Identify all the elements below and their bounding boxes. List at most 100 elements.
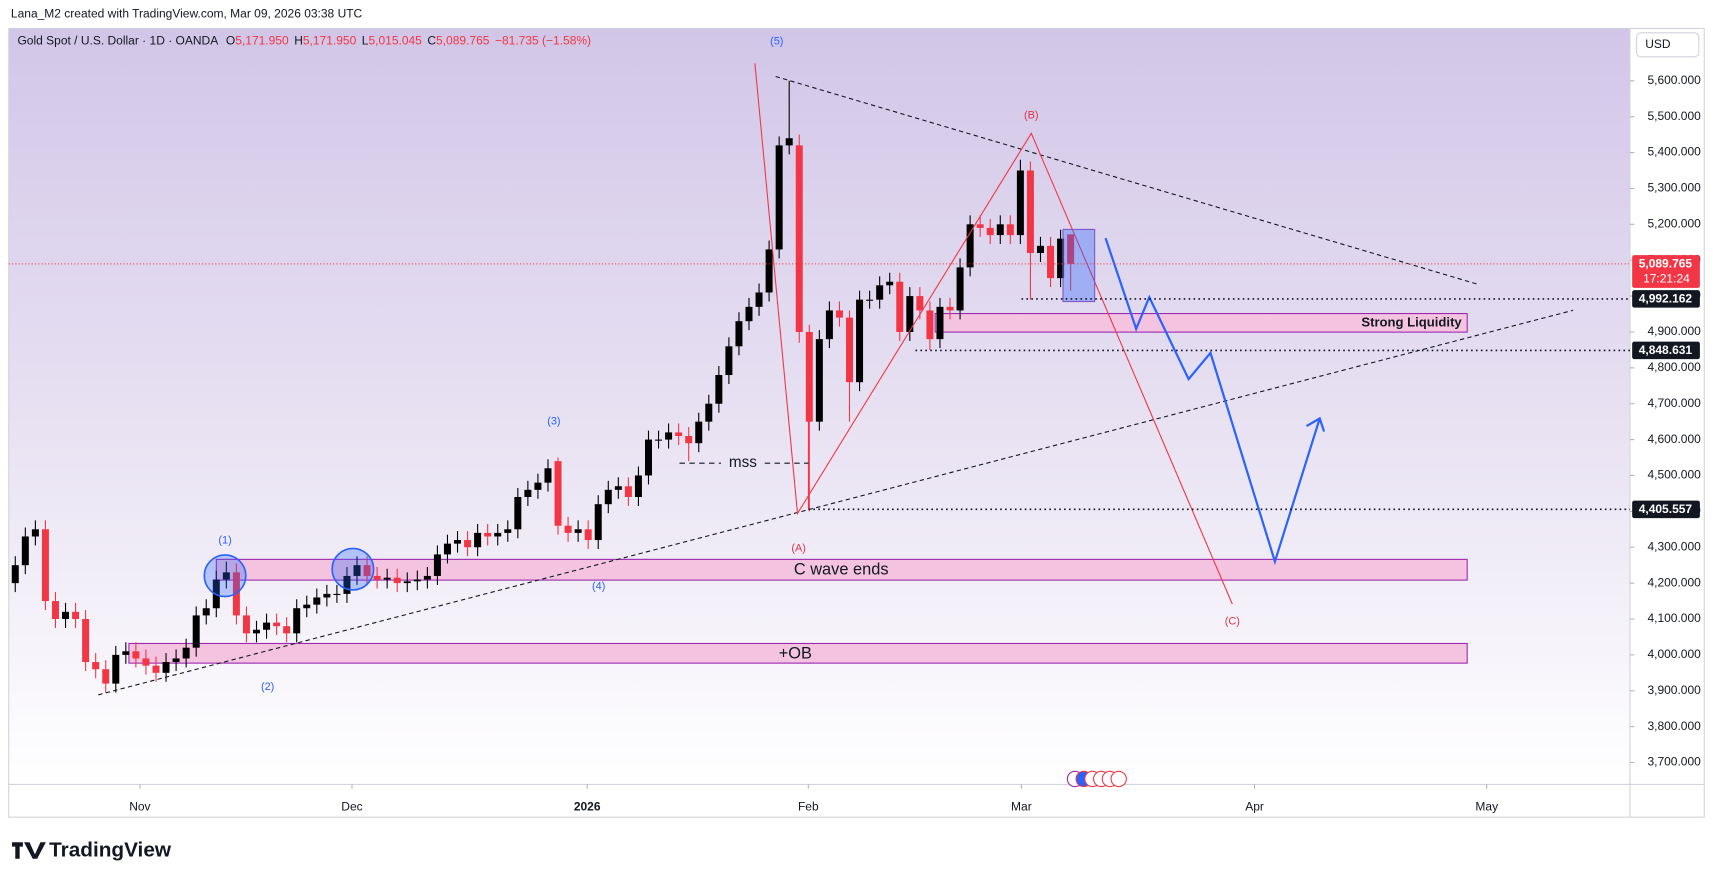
candle-body (524, 489, 532, 498)
candle-body (554, 461, 562, 526)
candle-body (11, 565, 19, 584)
candle-body (986, 227, 994, 236)
candle-body (1006, 224, 1014, 236)
liquidity-zone (934, 312, 1468, 333)
candle-body (72, 611, 80, 619)
credit: Lana_M2 created with TradingView.com, Ma… (11, 6, 363, 20)
legend-key: H (294, 34, 303, 48)
y-tick-label: 5,400.000 (1647, 145, 1701, 159)
chart-frame (8, 27, 1705, 818)
candle-body (273, 622, 281, 627)
candle-body (735, 321, 743, 347)
y-tick-label: 4,500.000 (1647, 468, 1701, 482)
candle-body (956, 267, 964, 311)
y-tick-label: 4,300.000 (1647, 539, 1701, 553)
highlight-box (1062, 228, 1096, 303)
y-tick-label: 4,900.000 (1647, 324, 1701, 338)
candle-body (132, 651, 140, 659)
projection-path (1104, 237, 1321, 566)
candle-body (283, 626, 291, 634)
legend: Gold Spot / U.S. Dollar · 1D · OANDA O5,… (17, 34, 591, 48)
candle-body (624, 486, 632, 498)
candle-body (866, 299, 874, 301)
candle-body (584, 529, 592, 541)
candle-body (846, 317, 854, 383)
event-icons (1066, 770, 1127, 788)
legend-key: C (427, 34, 436, 48)
wave-label: (4) (592, 581, 605, 593)
candle-body (484, 532, 492, 537)
candle-body (162, 662, 170, 673)
legend-value: 5,015.045 (368, 34, 422, 48)
candle-body (594, 504, 602, 541)
currency-label[interactable]: USD (1645, 37, 1671, 51)
wave-label: (3) (547, 416, 560, 428)
wave-label: (A) (791, 542, 806, 554)
candle-body (755, 292, 763, 307)
legend-value: 5,171.950 (303, 34, 357, 48)
x-tick-label: Feb (798, 800, 819, 814)
candle-body (876, 285, 884, 300)
price-label: 4,848.631 (1639, 343, 1693, 357)
candle-body (1026, 170, 1034, 254)
wave-label: (2) (261, 681, 274, 693)
y-tick-label: 5,200.000 (1647, 216, 1701, 230)
candle-body (474, 532, 482, 548)
legend-change: −81.735 (−1.58%) (495, 34, 591, 48)
candle-body (313, 597, 321, 605)
candle-body (112, 654, 120, 684)
candle-body (685, 436, 693, 444)
candle-body (303, 604, 311, 609)
candle-body (835, 310, 843, 318)
candle-body (1057, 238, 1065, 279)
candle-body (182, 647, 190, 659)
candle-body (926, 310, 934, 340)
y-tick-label: 3,900.000 (1647, 683, 1701, 697)
highlight-circle (331, 547, 375, 591)
candle-body (82, 618, 90, 663)
candle-body (745, 306, 753, 322)
candle-body (775, 145, 783, 250)
candles (11, 80, 1075, 693)
candle-body (705, 403, 713, 422)
c-wave-zone (215, 558, 1468, 581)
candle-body (665, 432, 673, 440)
candle-body (574, 529, 582, 533)
candle-body (202, 608, 210, 616)
candle-body (343, 575, 351, 594)
candle-body (886, 281, 894, 286)
candle-body (464, 540, 472, 548)
legend-key: L (362, 34, 369, 48)
candle-body (21, 536, 29, 566)
last-price-label: 5,089.765 (1639, 257, 1693, 271)
candle-body (946, 306, 954, 311)
candle-body (896, 281, 904, 332)
y-tick-label: 3,700.000 (1647, 755, 1701, 769)
currency-button[interactable] (1635, 32, 1700, 58)
wave-label: (C) (1225, 616, 1240, 628)
candle-body (644, 439, 652, 476)
countdown-label: 17:21:24 (1643, 271, 1690, 285)
candle-body (413, 579, 421, 582)
candle-body (765, 249, 773, 293)
mss-label: mss (729, 454, 757, 471)
candle-body (363, 565, 371, 576)
y-tick-label: 3,800.000 (1647, 719, 1701, 733)
candle-body (906, 296, 914, 332)
wave-label: (B) (1024, 110, 1039, 122)
x-tick-label: Nov (129, 800, 150, 814)
candle-body (996, 224, 1004, 236)
candle-body (634, 475, 642, 498)
x-tick-label: Dec (341, 800, 362, 814)
candle-body (192, 615, 200, 648)
candle-body (1036, 245, 1044, 254)
candle-body (383, 577, 391, 580)
legend-value: 5,089.765 (436, 34, 490, 48)
candle-body (614, 486, 622, 490)
logo: TradingView (12, 839, 172, 862)
candle-body (815, 339, 823, 422)
candle-body (1016, 170, 1024, 236)
candle-body (403, 581, 411, 584)
